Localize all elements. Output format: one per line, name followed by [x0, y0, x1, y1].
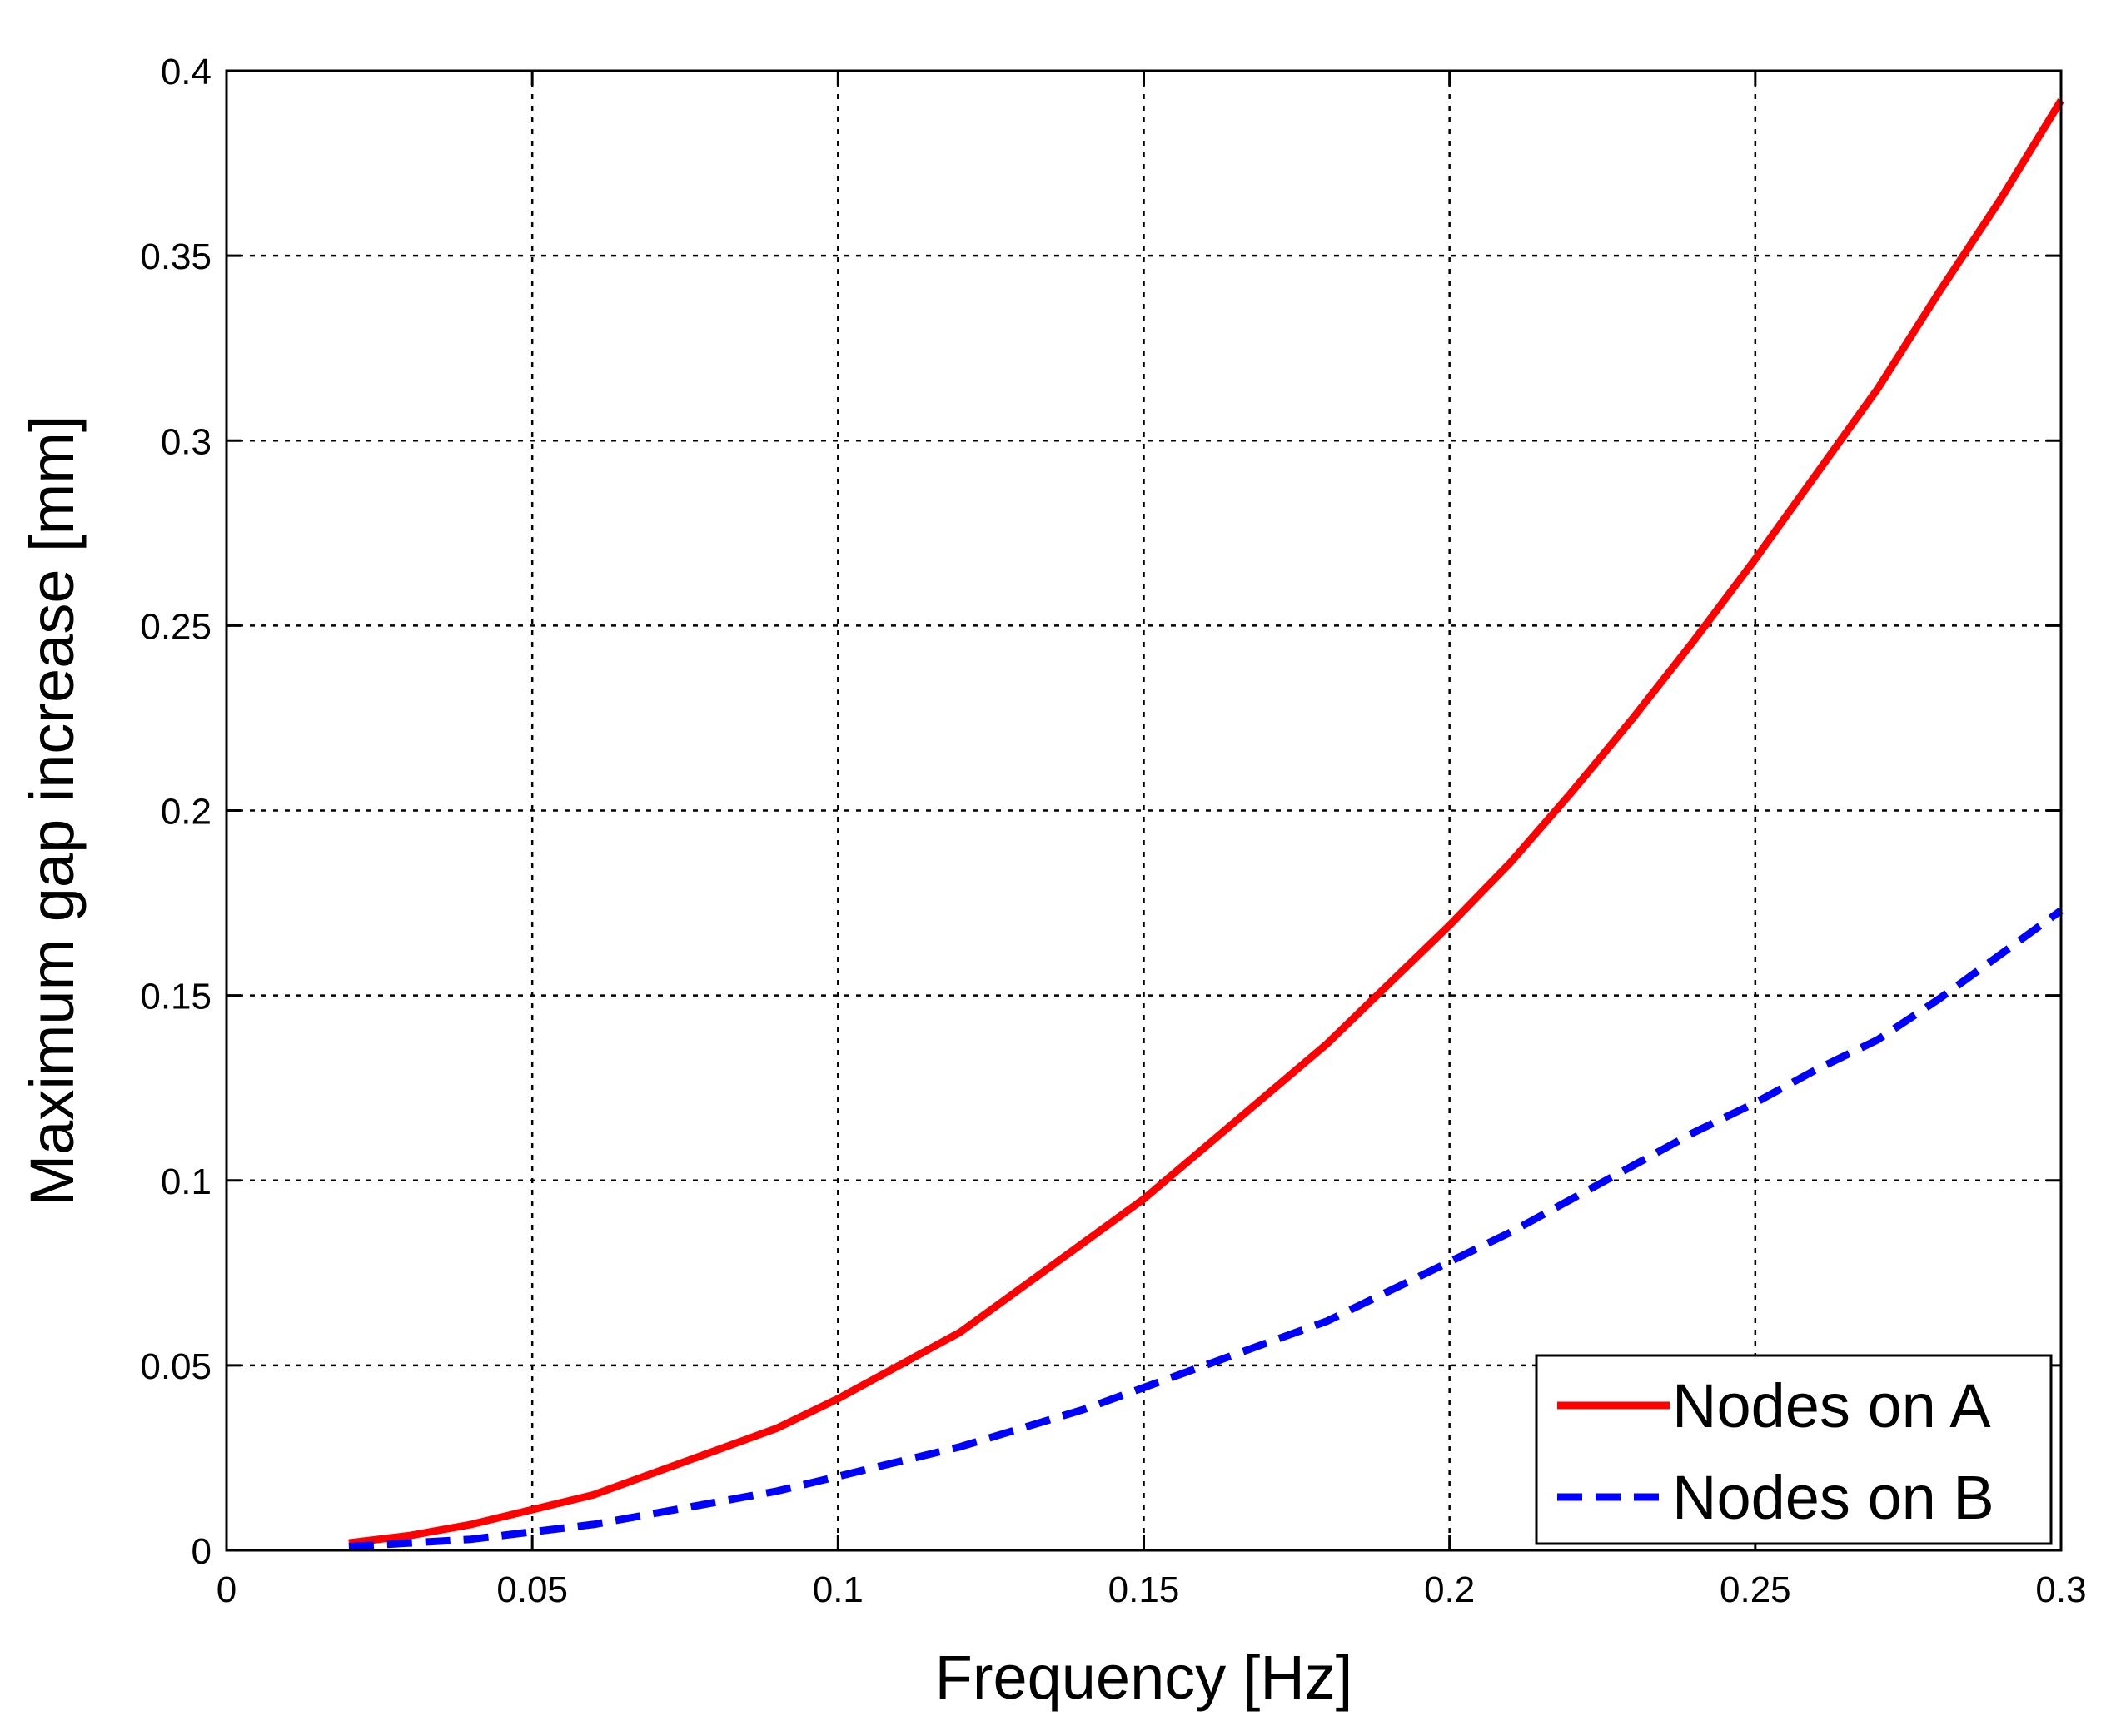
series-line-nodes-on-b: [348, 907, 2064, 1551]
y-tick-label: 0.4: [161, 52, 212, 92]
legend: Nodes on A Nodes on B: [1535, 1354, 2053, 1545]
y-tick-label: 0.1: [161, 1161, 212, 1202]
legend-label: Nodes on A: [1672, 1371, 1991, 1440]
axis-ticks: 0 0.05 0.1 0.15 0.2 0.25 0.3 0 0.05 0.1 0.15 0.2 0.2…: [140, 52, 2086, 1610]
series-line-nodes-on-a: [348, 98, 2064, 1547]
y-axis-label: Maximum gap increase [mm]: [17, 415, 87, 1206]
x-tick-label: 0.25: [1720, 1569, 1791, 1610]
y-tick-label: 0.05: [140, 1346, 212, 1387]
x-tick-label: 0.15: [1108, 1569, 1180, 1610]
y-tick-label: 0.35: [140, 236, 212, 277]
x-axis-label: Frequency [Hz]: [935, 1643, 1353, 1712]
x-tick-label: 0.05: [496, 1569, 568, 1610]
series-lines: [348, 98, 2064, 1551]
legend-label: Nodes on B: [1672, 1463, 1994, 1532]
x-tick-label: 0: [217, 1569, 236, 1610]
y-tick-label: 0: [192, 1531, 212, 1572]
x-tick-label: 0.2: [1424, 1569, 1475, 1610]
legend-box: [1535, 1354, 2053, 1545]
y-tick-label: 0.2: [161, 792, 212, 833]
y-tick-label: 0.15: [140, 977, 212, 1017]
y-tick-label: 0.3: [161, 421, 212, 462]
y-tick-label: 0.25: [140, 606, 212, 647]
x-tick-label: 0.1: [813, 1569, 864, 1610]
x-tick-label: 0.3: [2035, 1569, 2086, 1610]
